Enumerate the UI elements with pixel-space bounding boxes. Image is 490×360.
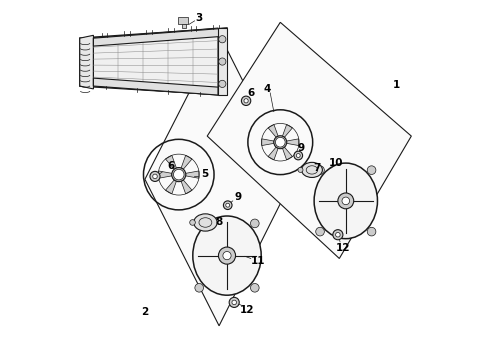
Text: 12: 12 bbox=[336, 243, 350, 253]
Text: 4: 4 bbox=[264, 84, 271, 94]
Polygon shape bbox=[94, 28, 218, 95]
Polygon shape bbox=[181, 155, 192, 169]
Polygon shape bbox=[268, 125, 278, 137]
Polygon shape bbox=[80, 35, 94, 89]
Circle shape bbox=[232, 300, 237, 305]
Circle shape bbox=[226, 203, 230, 207]
Text: 7: 7 bbox=[313, 163, 320, 174]
Text: 11: 11 bbox=[250, 256, 265, 266]
Circle shape bbox=[250, 219, 259, 228]
Polygon shape bbox=[145, 34, 293, 326]
Polygon shape bbox=[166, 155, 176, 169]
Circle shape bbox=[333, 230, 343, 240]
Polygon shape bbox=[94, 78, 218, 95]
Circle shape bbox=[223, 201, 232, 210]
Circle shape bbox=[219, 80, 226, 87]
Polygon shape bbox=[282, 147, 293, 160]
Text: 3: 3 bbox=[196, 13, 202, 23]
Circle shape bbox=[342, 197, 349, 205]
Circle shape bbox=[190, 220, 196, 225]
Circle shape bbox=[219, 36, 226, 43]
Polygon shape bbox=[268, 147, 278, 160]
Circle shape bbox=[367, 166, 376, 175]
Polygon shape bbox=[287, 139, 299, 145]
Text: 9: 9 bbox=[234, 192, 242, 202]
Ellipse shape bbox=[314, 163, 377, 239]
Circle shape bbox=[336, 233, 340, 237]
Circle shape bbox=[294, 151, 303, 160]
Circle shape bbox=[229, 297, 239, 307]
Text: 9: 9 bbox=[297, 143, 304, 153]
Circle shape bbox=[195, 283, 203, 292]
Ellipse shape bbox=[301, 162, 322, 177]
Polygon shape bbox=[181, 180, 192, 194]
Circle shape bbox=[298, 167, 303, 172]
Text: 8: 8 bbox=[216, 217, 222, 228]
Circle shape bbox=[316, 227, 324, 236]
Circle shape bbox=[274, 136, 287, 149]
Polygon shape bbox=[94, 28, 227, 46]
Circle shape bbox=[367, 227, 376, 236]
Circle shape bbox=[244, 99, 248, 103]
Text: 6: 6 bbox=[247, 88, 254, 98]
Text: 12: 12 bbox=[240, 305, 254, 315]
Circle shape bbox=[173, 169, 184, 180]
Text: 5: 5 bbox=[201, 168, 208, 179]
Text: 2: 2 bbox=[141, 307, 148, 318]
Polygon shape bbox=[186, 171, 199, 178]
Polygon shape bbox=[218, 28, 227, 95]
Ellipse shape bbox=[194, 214, 217, 231]
Circle shape bbox=[250, 283, 259, 292]
Circle shape bbox=[219, 58, 226, 65]
Circle shape bbox=[195, 219, 203, 228]
Circle shape bbox=[316, 166, 324, 175]
Text: 1: 1 bbox=[392, 80, 400, 90]
Circle shape bbox=[242, 96, 251, 105]
Polygon shape bbox=[182, 24, 186, 28]
Circle shape bbox=[153, 174, 157, 179]
Polygon shape bbox=[282, 125, 293, 137]
Text: 10: 10 bbox=[328, 158, 343, 168]
Polygon shape bbox=[207, 22, 411, 258]
Polygon shape bbox=[159, 171, 172, 178]
Polygon shape bbox=[80, 28, 227, 95]
Polygon shape bbox=[178, 17, 189, 24]
Circle shape bbox=[219, 247, 236, 264]
Circle shape bbox=[172, 167, 186, 182]
Text: 6: 6 bbox=[168, 161, 175, 171]
Circle shape bbox=[223, 252, 231, 260]
Circle shape bbox=[150, 171, 160, 181]
Circle shape bbox=[296, 154, 300, 157]
Polygon shape bbox=[166, 180, 176, 194]
Ellipse shape bbox=[193, 216, 261, 295]
Circle shape bbox=[338, 193, 354, 209]
Circle shape bbox=[275, 138, 285, 147]
Polygon shape bbox=[262, 139, 274, 145]
